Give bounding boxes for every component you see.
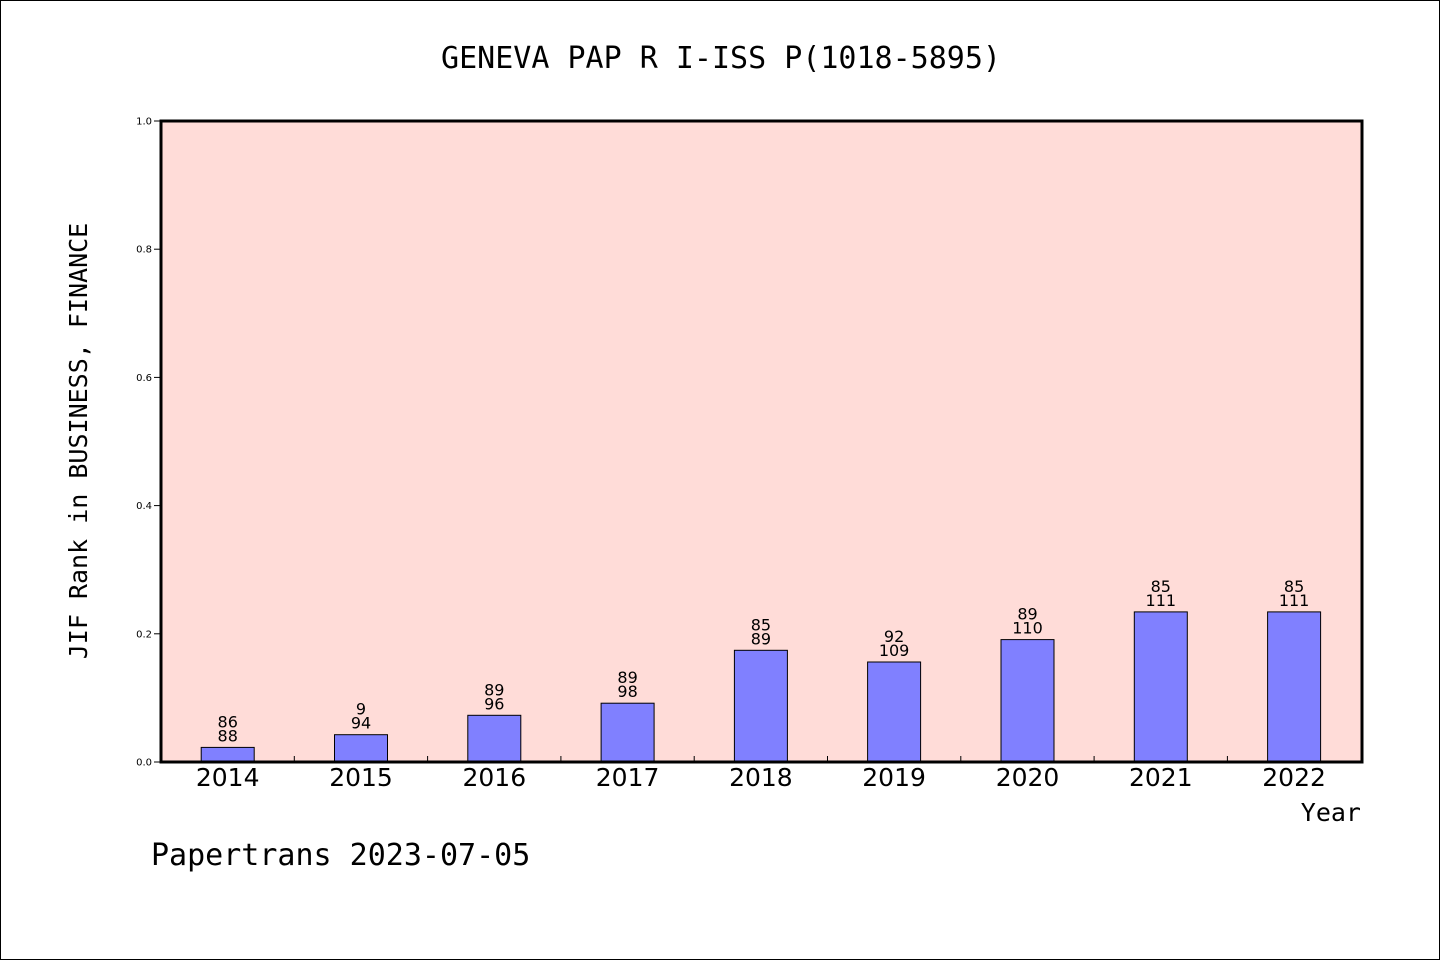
y-tick-label: 0.4	[136, 501, 152, 512]
bar-label-top-2022: 85	[1284, 577, 1304, 596]
y-tick-label: 0.6	[136, 373, 152, 384]
bar-label-top-2018: 85	[751, 615, 771, 634]
x-tick-label-2015: 2015	[329, 763, 393, 792]
x-tick-label-2017: 2017	[596, 763, 660, 792]
bar-label-bottom-2019: 109	[879, 641, 910, 660]
bar-label-bottom-2016: 96	[484, 694, 504, 713]
bar-label-top-2017: 89	[617, 668, 637, 687]
x-tick-label-2020: 2020	[996, 763, 1060, 792]
bar-label-top-2015: 9	[356, 700, 366, 719]
bar-2021	[1133, 611, 1188, 763]
bar-2020	[1000, 639, 1055, 763]
y-tick-label: 0.8	[136, 245, 152, 256]
bar-label-top-2016: 89	[484, 680, 504, 699]
x-tick-label-2019: 2019	[862, 763, 926, 792]
bar-label-bottom-2015: 94	[351, 714, 371, 733]
x-axis-label: Year	[1301, 798, 1361, 827]
bar-label-top-2014: 86	[218, 712, 238, 731]
bar-2015	[334, 734, 388, 763]
bar-2014	[200, 746, 255, 763]
bar-label-bottom-2018: 89	[751, 629, 771, 648]
bar-2018	[733, 649, 788, 763]
bars-layer	[200, 611, 1322, 763]
footer-text: Papertrans 2023-07-05	[151, 838, 530, 873]
bar-2017	[600, 702, 655, 763]
x-tick-label-2018: 2018	[729, 763, 793, 792]
plot-border	[159, 119, 1364, 764]
bar-label-bottom-2020: 110	[1012, 619, 1043, 638]
bar-label-top-2019: 92	[884, 627, 904, 646]
y-tick-label: 0.0	[136, 758, 152, 769]
y-axis-label: JIF Rank in BUSINESS, FINANCE	[64, 223, 93, 660]
x-tick-label-2022: 2022	[1262, 763, 1326, 792]
bar-2022	[1267, 611, 1322, 763]
bar-label-top-2021: 85	[1151, 577, 1171, 596]
bar-label-bottom-2022: 111	[1279, 591, 1310, 610]
x-tick-label-2014: 2014	[196, 763, 260, 792]
x-tick-label-2016: 2016	[462, 763, 526, 792]
bar-2016	[467, 714, 522, 763]
y-ticks-layer: 0.0 0.2 0.4 0.6 0.8 1.0	[136, 117, 161, 769]
bar-label-bottom-2014: 88	[218, 726, 238, 745]
x-ticks-layer: 2014 2015 2016 2017 2018 2019 2020 2021 2022	[196, 756, 1326, 792]
x-tick-label-2021: 2021	[1129, 763, 1193, 792]
y-tick-label: 0.2	[136, 629, 152, 640]
y-tick-label: 1.0	[136, 117, 152, 128]
bar-label-bottom-2017: 98	[617, 682, 637, 701]
chart-title: GENEVA PAP R I-ISS P(1018-5895)	[441, 41, 1001, 76]
bar-2019	[867, 661, 922, 763]
bar-label-top-2020: 89	[1017, 605, 1037, 624]
bar-label-bottom-2021: 111	[1146, 591, 1177, 610]
